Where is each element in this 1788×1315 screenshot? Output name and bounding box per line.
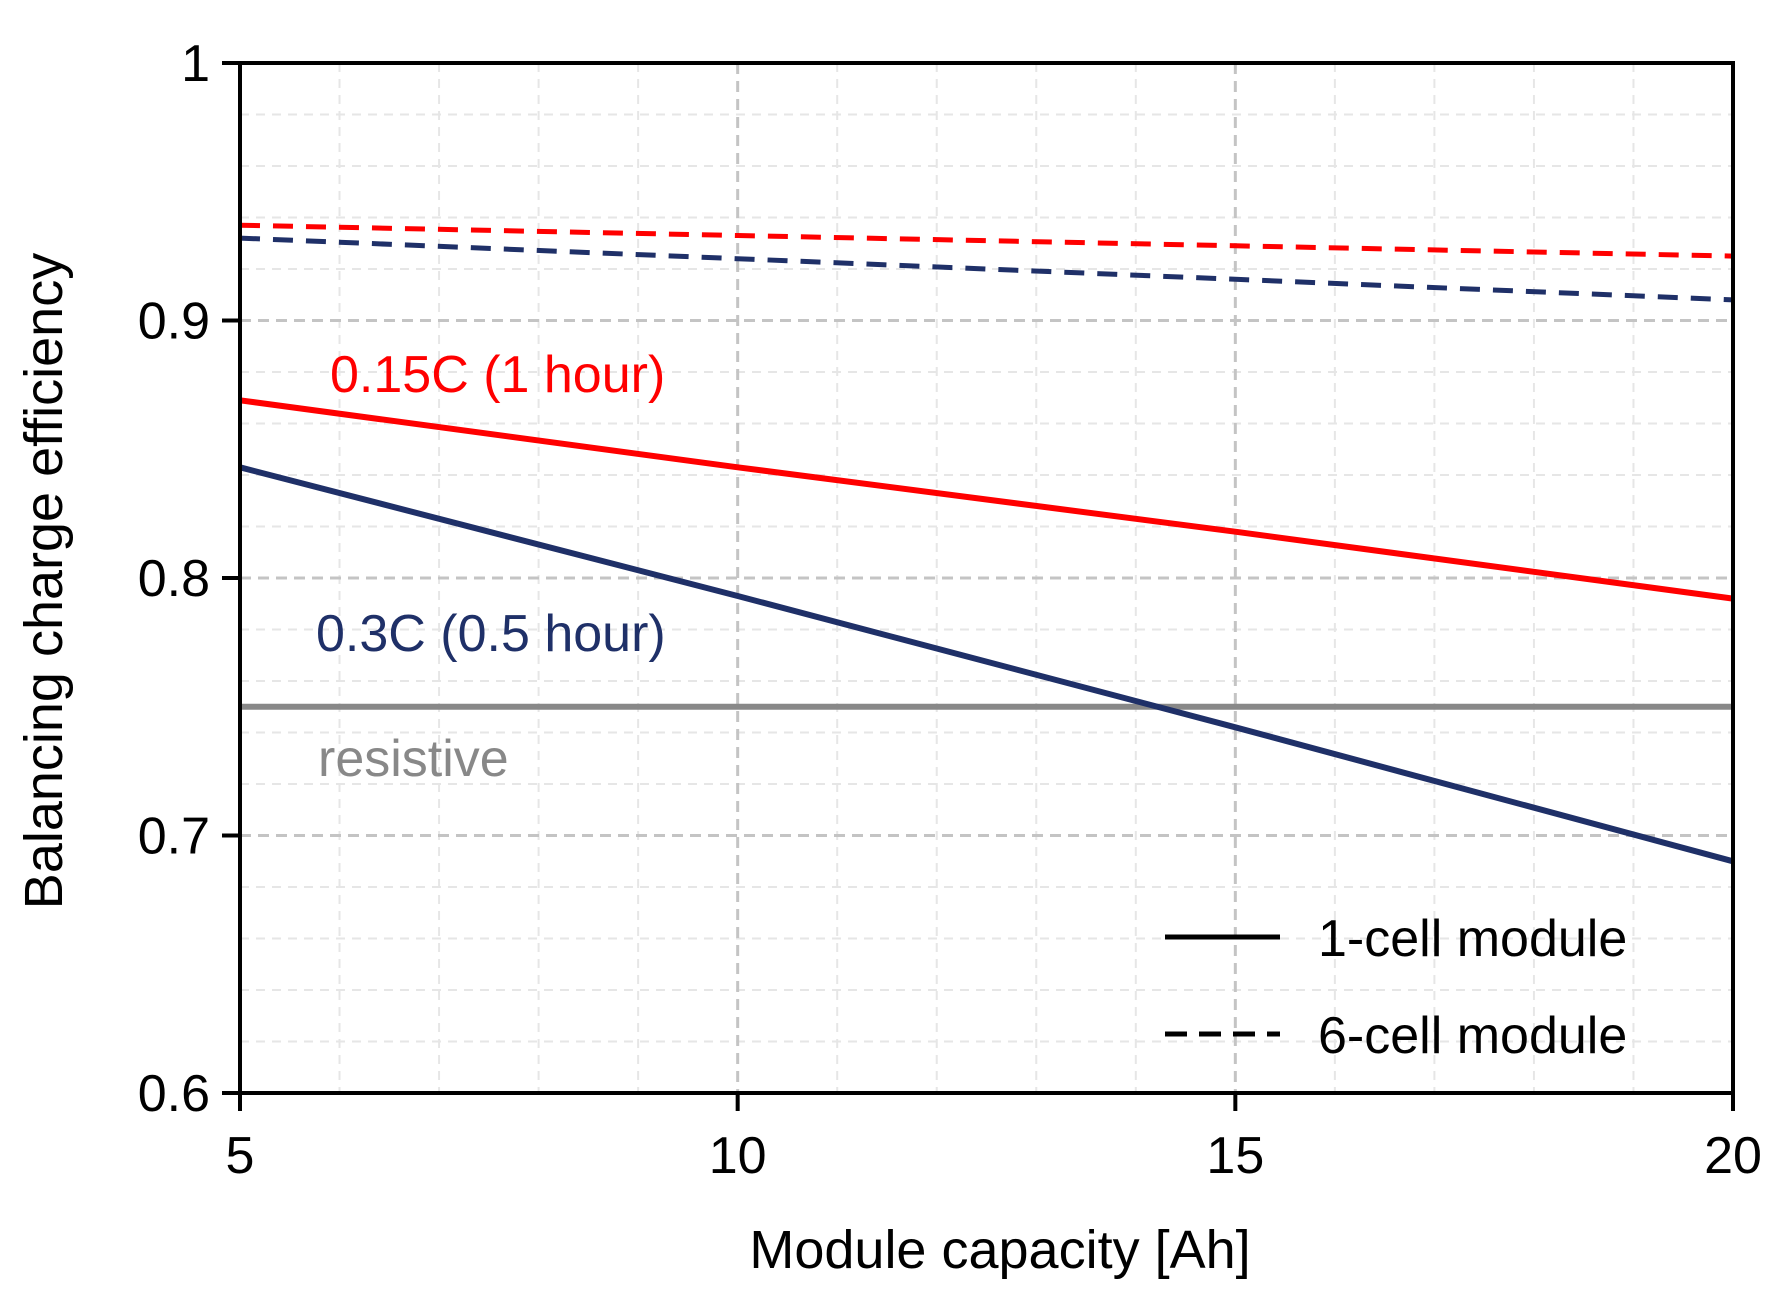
series-line-1: [239, 464, 1734, 865]
x-axis-label: Module capacity [Ah]: [749, 1220, 1250, 1280]
y-tick-label: 0.9: [138, 293, 210, 351]
annotation-resistive: resistive: [318, 730, 509, 788]
annotation-015c: 0.15C (1 hour): [330, 346, 665, 404]
series-line-0: [239, 397, 1734, 602]
y-tick-label: 0.8: [138, 550, 210, 608]
series-line-3: [239, 235, 1734, 303]
y-tick-label: 1: [181, 35, 210, 93]
x-tick-label: 5: [226, 1127, 255, 1185]
legend-label-1-cell: 1-cell module: [1318, 910, 1627, 968]
series-line-2: [239, 222, 1734, 259]
y-axis-label: Balancing charge efficiency: [14, 253, 74, 909]
y-tick-label: 0.7: [138, 808, 210, 866]
x-tick-label: 15: [1206, 1127, 1264, 1185]
annotation-03c: 0.3C (0.5 hour): [316, 605, 666, 663]
y-tick-label: 0.6: [138, 1065, 210, 1123]
x-tick-label: 10: [709, 1127, 767, 1185]
x-tick-label: 20: [1704, 1127, 1762, 1185]
ticks-layer: 5 10 15 20 0.6 0.7 0.8 0.9 1: [138, 35, 1762, 1185]
legend: 1-cell module 6-cell module: [1165, 910, 1627, 1065]
series-layer: [239, 222, 1734, 865]
legend-label-6-cell: 6-cell module: [1318, 1007, 1627, 1065]
